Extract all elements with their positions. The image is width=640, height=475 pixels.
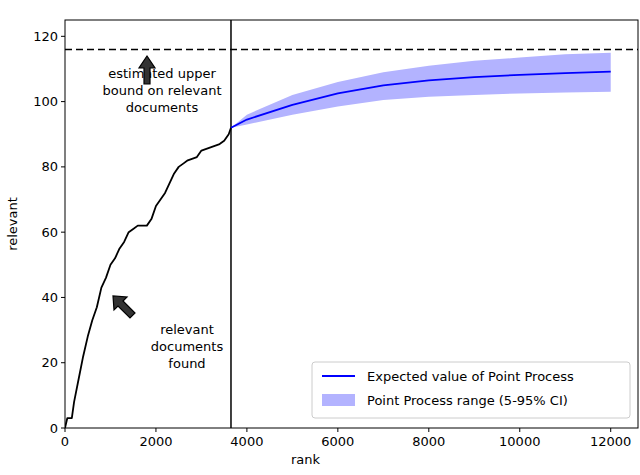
- plot-area: [65, 20, 638, 428]
- legend: Expected value of Point Process Point Pro…: [312, 362, 630, 418]
- x-tick: [155, 428, 156, 432]
- legend-label: Expected value of Point Process: [367, 369, 574, 384]
- legend-swatch: [322, 394, 355, 406]
- y-tick: [61, 428, 65, 429]
- chart: 0 2000 4000 6000 8000 10000 12000 0 20 40 60 80 100 1…: [0, 0, 640, 475]
- x-tick-label: 10000: [499, 434, 540, 449]
- x-tick: [65, 428, 66, 432]
- y-tick: [61, 297, 65, 298]
- x-tick-label: 0: [61, 434, 69, 449]
- x-tick-label: 12000: [590, 434, 631, 449]
- legend-box: [312, 362, 630, 418]
- y-tick-label: 100: [33, 94, 58, 109]
- annotation-text: bound on relevant: [102, 83, 221, 98]
- x-tick: [519, 428, 520, 432]
- annotation-text: documents: [151, 339, 224, 354]
- y-tick: [61, 166, 65, 167]
- upper-bound-line: [65, 49, 638, 51]
- y-tick: [61, 101, 65, 102]
- y-tick-label: 0: [50, 421, 58, 436]
- y-tick-label: 40: [41, 290, 58, 305]
- x-tick-label: 4000: [230, 434, 263, 449]
- x-tick: [337, 428, 338, 432]
- y-tick: [61, 36, 65, 37]
- annotation-text: estimated upper: [108, 66, 216, 81]
- annotation-text: relevant: [160, 322, 214, 337]
- legend-swatch: [322, 375, 355, 377]
- expected-line: [231, 72, 611, 128]
- background: [0, 0, 640, 475]
- y-tick: [61, 232, 65, 233]
- x-tick: [610, 428, 611, 432]
- y-tick: [61, 362, 65, 363]
- found-line: [65, 128, 231, 428]
- x-tick-label: 6000: [321, 434, 354, 449]
- y-axis-label: relevant: [5, 197, 20, 251]
- y-tick-label: 60: [41, 225, 58, 240]
- annotation-text: documents: [126, 100, 199, 115]
- ci-band: [231, 53, 611, 128]
- annotation-text: found: [168, 356, 205, 371]
- cutoff-line: [230, 20, 232, 428]
- y-tick-label: 20: [41, 355, 58, 370]
- y-tick-label: 120: [33, 29, 58, 44]
- x-tick-label: 2000: [139, 434, 172, 449]
- annotation-arrow: [113, 296, 135, 318]
- x-tick: [428, 428, 429, 432]
- x-axis-label: rank: [291, 452, 321, 467]
- y-tick-label: 80: [41, 159, 58, 174]
- annotation-arrow: [139, 56, 155, 84]
- x-tick-label: 8000: [412, 434, 445, 449]
- x-tick: [246, 428, 247, 432]
- frame: [65, 20, 638, 428]
- legend-label: Point Process range (5-95% CI): [367, 393, 568, 408]
